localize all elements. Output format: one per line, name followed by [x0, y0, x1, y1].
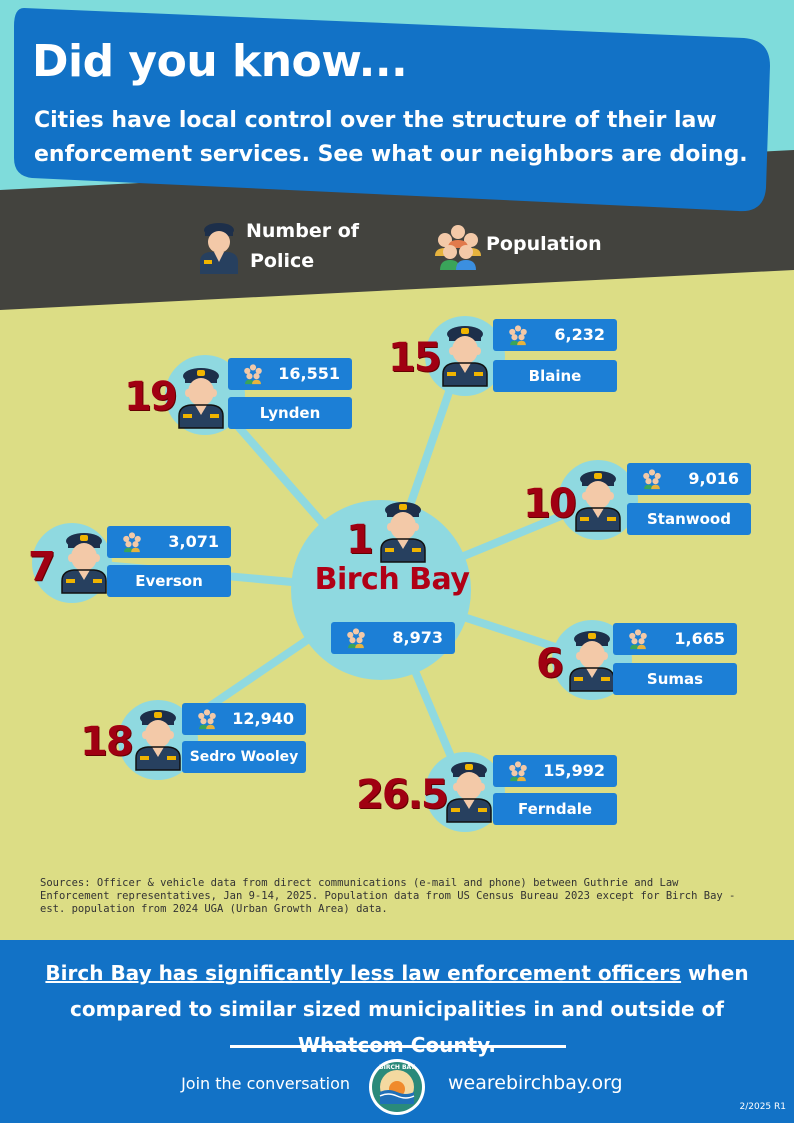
- police-officer-icon: [200, 223, 238, 274]
- stanwood-population-box: 9,016: [627, 463, 751, 495]
- sources-note: Sources: Officer & vehicle data from dir…: [40, 877, 736, 915]
- ferndale-population-box: 15,992: [493, 755, 617, 787]
- lynden-police-count: 19: [124, 374, 178, 420]
- people-group-icon: [629, 629, 647, 650]
- sedro-wooley-police-count: 18: [80, 719, 134, 765]
- people-group-icon: [347, 628, 365, 649]
- stanwood-population-value: 9,016: [688, 469, 739, 488]
- lynden-population-box: 16,551: [228, 358, 352, 390]
- sumas-population-box: 1,665: [613, 623, 737, 655]
- stanwood-police-count: 10: [523, 481, 577, 527]
- lynden-population-value: 16,551: [278, 364, 340, 383]
- center-police-count: 1: [346, 517, 374, 563]
- sumas-police-count: 6: [536, 641, 564, 687]
- people-group-icon: [244, 364, 262, 385]
- everson-population-box: 3,071: [107, 526, 231, 558]
- people-group-icon: [509, 761, 527, 782]
- page-subtitle: Cities have local control over the struc…: [34, 108, 748, 167]
- sedro-wooley-name-box: Sedro Wooley: [182, 741, 306, 773]
- revision-tag: 2/2025 R1: [739, 1102, 786, 1112]
- center-population-value: 8,973: [392, 628, 443, 647]
- center-city-name: Birch Bay: [314, 562, 470, 597]
- footer-message: Birch Bay has significantly less law enf…: [30, 955, 764, 1063]
- blaine-name-box: Blaine: [493, 360, 617, 392]
- blaine-police-count: 15: [388, 335, 442, 381]
- people-group-icon: [643, 469, 661, 490]
- sedro-wooley-population-box: 12,940: [182, 703, 306, 735]
- page-title: Did you know...: [32, 36, 408, 87]
- everson-police-count: 7: [28, 544, 56, 590]
- ferndale-population-value: 15,992: [543, 761, 605, 780]
- website-link[interactable]: wearebirchbay.org: [448, 1072, 623, 1094]
- sumas-population-value: 1,665: [674, 629, 725, 648]
- legend-police-line2: Police: [250, 250, 315, 272]
- people-group-icon: [123, 532, 141, 553]
- sedro-wooley-population-value: 12,940: [232, 709, 294, 728]
- footer-message-emphasis: Birch Bay has significantly less law enf…: [45, 961, 682, 985]
- legend-police-line1: Number of: [246, 220, 360, 242]
- birch-bay-logo: BIRCH BAY: [369, 1059, 425, 1115]
- people-group-icon: [435, 225, 481, 270]
- people-group-icon: [509, 325, 527, 346]
- headline-banner: [14, 8, 770, 212]
- everson-population-value: 3,071: [168, 532, 219, 551]
- join-conversation-text: Join the conversation: [181, 1074, 350, 1093]
- people-group-icon: [198, 709, 216, 730]
- blaine-population-box: 6,232: [493, 319, 617, 351]
- stanwood-name-box: Stanwood: [627, 503, 751, 535]
- lynden-name-box: Lynden: [228, 397, 352, 429]
- sumas-name-box: Sumas: [613, 663, 737, 695]
- footer-divider: [230, 1045, 566, 1048]
- blaine-population-value: 6,232: [554, 325, 605, 344]
- ferndale-name-box: Ferndale: [493, 793, 617, 825]
- legend-population: Population: [486, 233, 602, 255]
- ferndale-police-count: 26.5: [356, 772, 449, 818]
- everson-name-box: Everson: [107, 565, 231, 597]
- logo-text: BIRCH BAY: [379, 1064, 416, 1071]
- center-population-box: 8,973: [331, 622, 455, 654]
